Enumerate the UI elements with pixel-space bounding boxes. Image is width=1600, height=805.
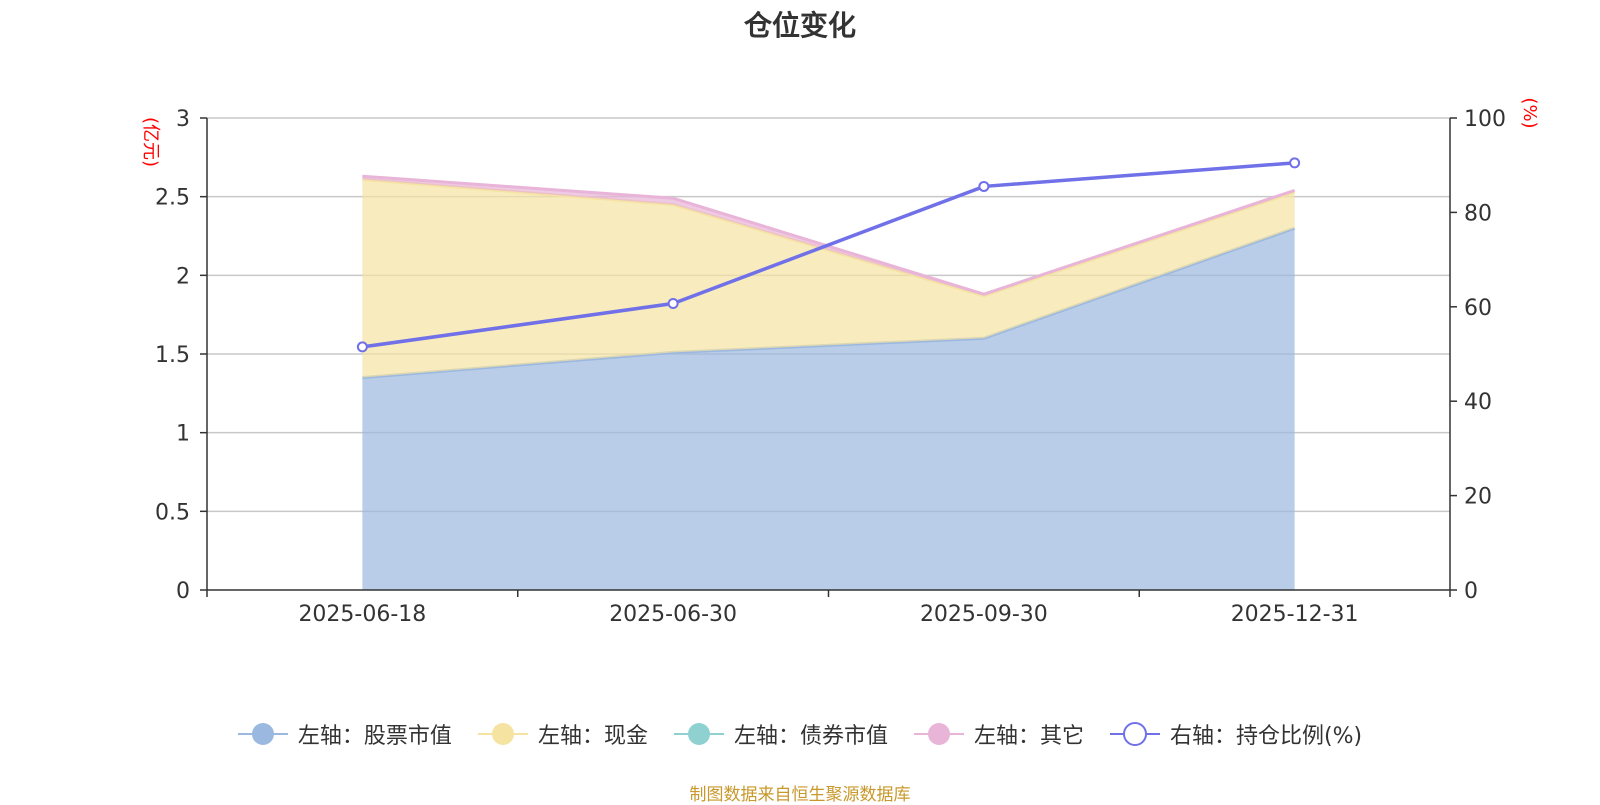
legend-marker-other-icon bbox=[913, 723, 964, 745]
legend-label-ratio: 右轴：持仓比例(%) bbox=[1169, 724, 1363, 749]
right-axis-tick-label-0: 0 bbox=[1464, 579, 1478, 604]
legend-marker-stock-icon bbox=[237, 723, 288, 745]
legend-item-bond[interactable]: 左轴：债券市值 bbox=[673, 718, 888, 750]
x-axis-tick-label-3: 2025-12-31 bbox=[1231, 602, 1359, 627]
ratio-point-1 bbox=[667, 297, 679, 309]
ratio-point-3 bbox=[1289, 157, 1301, 169]
x-axis-tick-label-1: 2025-06-30 bbox=[609, 602, 737, 627]
legend-label-bond: 左轴：债券市值 bbox=[733, 724, 888, 749]
legend-label-stock: 左轴：股票市值 bbox=[297, 724, 452, 749]
legend-label-other: 左轴：其它 bbox=[973, 724, 1084, 749]
right-axis-tick-label-1: 20 bbox=[1464, 485, 1492, 510]
legend-marker-bond-icon bbox=[673, 723, 724, 745]
left-axis-tick-label-3: 1.5 bbox=[155, 343, 190, 368]
x-axis-tick-label-2: 2025-09-30 bbox=[920, 602, 1048, 627]
area-stock bbox=[362, 228, 1295, 590]
legend-item-ratio[interactable]: 右轴：持仓比例(%) bbox=[1109, 718, 1363, 750]
chart-title: 仓位变化 bbox=[743, 9, 856, 42]
left-axis-tick-label-1: 0.5 bbox=[155, 500, 190, 525]
right-axis-tick-label-4: 80 bbox=[1464, 201, 1492, 226]
area-cash bbox=[362, 179, 1295, 378]
ratio-point-0 bbox=[356, 341, 368, 353]
legend-item-stock[interactable]: 左轴：股票市值 bbox=[237, 718, 452, 750]
left-axis-unit-label: (亿元) bbox=[140, 117, 161, 167]
legend-marker-cash-icon bbox=[477, 723, 528, 745]
ratio-line bbox=[362, 161, 1295, 349]
left-axis-tick-label-4: 2 bbox=[176, 264, 190, 289]
legend-marker-ratio-icon bbox=[1109, 722, 1160, 746]
left-axis-tick-label-5: 2.5 bbox=[155, 186, 190, 211]
data-source-note: 制图数据来自恒生聚源数据库 bbox=[689, 785, 911, 805]
left-axis-tick-label-6: 3 bbox=[176, 107, 190, 132]
right-axis-unit-label: (%) bbox=[1519, 97, 1540, 128]
right-axis-tick-label-5: 100 bbox=[1464, 107, 1506, 132]
right-axis-tick-label-3: 60 bbox=[1464, 296, 1492, 321]
legend-label-cash: 左轴：现金 bbox=[537, 724, 648, 749]
legend: 左轴：股票市值 左轴：现金 左轴：债券市值 左轴：其它 右轴：持仓比例(%) bbox=[0, 718, 1600, 750]
ratio-point-2 bbox=[978, 180, 990, 192]
left-axis-tick-label-0: 0 bbox=[176, 579, 190, 604]
right-axis-tick-label-2: 40 bbox=[1464, 390, 1492, 415]
legend-item-cash[interactable]: 左轴：现金 bbox=[477, 718, 648, 750]
legend-item-other[interactable]: 左轴：其它 bbox=[913, 718, 1084, 750]
left-axis-tick-label-2: 1 bbox=[176, 422, 190, 447]
x-axis-tick-label-0: 2025-06-18 bbox=[298, 602, 426, 627]
